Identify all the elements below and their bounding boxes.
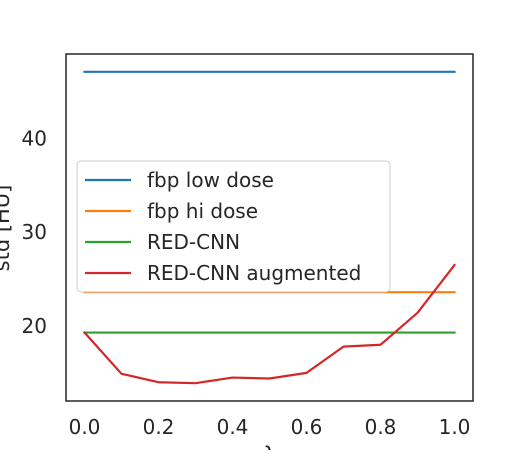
- x-tick-label: 1.0: [439, 415, 471, 439]
- axes-frame: [65, 53, 474, 402]
- legend: fbp low dose fbp hi dose RED-CNN RED-CNN au…: [76, 160, 391, 293]
- x-tick-label: 0.6: [291, 415, 323, 439]
- y-tick-label: 20: [22, 314, 47, 338]
- x-tick-label: 0.8: [365, 415, 397, 439]
- y-axis-ticks: 20 30 40: [22, 126, 47, 338]
- series-line-red-cnn-augmented: [82, 263, 457, 385]
- legend-frame: [76, 160, 391, 293]
- x-tick-label: 0.2: [143, 415, 175, 439]
- legend-label-fbp-hi-dose: fbp hi dose: [147, 199, 258, 223]
- x-tick-label: 0.0: [69, 415, 101, 439]
- x-tick-label: 0.4: [217, 415, 249, 439]
- y-tick-label: 40: [22, 126, 47, 150]
- x-axis-ticks: 0.0 0.2 0.4 0.6 0.8 1.0: [69, 415, 471, 439]
- y-axis-label: std [HU]: [0, 185, 14, 272]
- y-tick-label: 30: [22, 220, 47, 244]
- x-axis-label: λ: [263, 443, 275, 450]
- legend-label-red-cnn: RED-CNN: [147, 230, 240, 254]
- legend-label-fbp-low-dose: fbp low dose: [147, 168, 274, 192]
- legend-items: fbp low dose fbp hi dose RED-CNN RED-CNN au…: [85, 168, 361, 285]
- legend-label-red-cnn-augmented: RED-CNN augmented: [147, 261, 361, 285]
